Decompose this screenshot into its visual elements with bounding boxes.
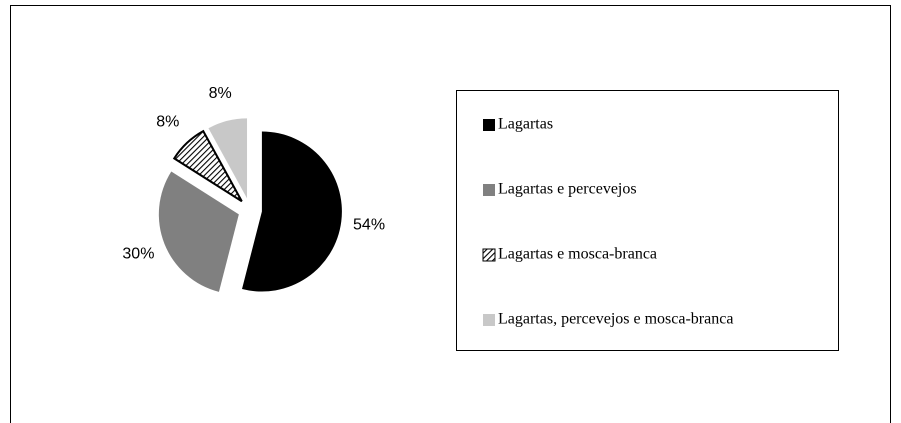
legend-swatch — [483, 184, 495, 196]
legend-swatch — [483, 119, 495, 131]
legend-label: Lagartas, percevejos e mosca-branca — [498, 311, 733, 328]
data-label: 30% — [122, 245, 154, 262]
legend-label: Lagartas e mosca-branca — [498, 246, 657, 263]
pie-slice — [208, 118, 248, 199]
data-label: 54% — [353, 216, 385, 233]
legend-box — [456, 90, 839, 351]
legend-swatch — [482, 248, 496, 262]
data-label: 8% — [209, 85, 232, 102]
pie-slice — [172, 129, 243, 203]
data-label: 8% — [156, 114, 179, 131]
legend-label: Lagartas e percevejos — [498, 181, 637, 198]
pie-slice — [242, 131, 342, 292]
legend-label: Lagartas — [498, 116, 553, 133]
legend-swatch — [483, 314, 495, 326]
pie-slice — [158, 171, 239, 292]
chart-border — [10, 5, 891, 423]
